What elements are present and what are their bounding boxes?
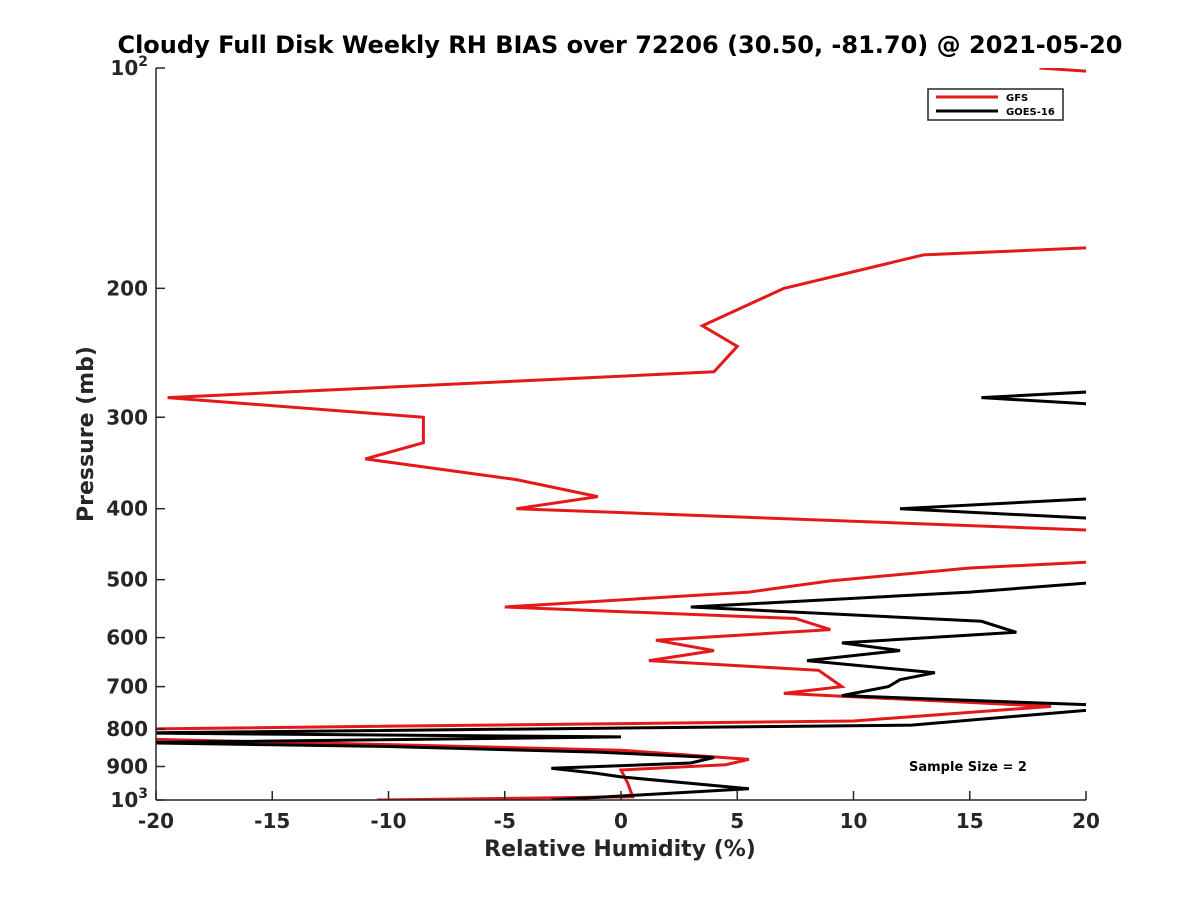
- legend-box: [927, 88, 1064, 121]
- x-tick-label: -15: [254, 809, 290, 833]
- y-tick-label: 900: [106, 755, 148, 779]
- x-tick-label: -5: [494, 809, 516, 833]
- y-tick-label: 700: [106, 675, 148, 699]
- series-line-gfs: [156, 68, 1086, 800]
- axes: -20 -15 -10 -5 0 5 10 15 20 102 200 300 400 500 600 700…: [106, 54, 1100, 833]
- y-tick-label: 200: [106, 276, 148, 300]
- y-tick-label: 500: [106, 568, 148, 592]
- y-axis-label: Pressure (mb): [74, 346, 99, 522]
- series-line-goes-16: [156, 390, 1086, 800]
- x-tick-label: -10: [370, 809, 406, 833]
- series-layer: [156, 68, 1086, 800]
- y-tick-label: 103: [110, 786, 148, 812]
- x-tick-label: 20: [1072, 809, 1100, 833]
- x-tick-label: 0: [614, 809, 628, 833]
- x-tick-label: -20: [138, 809, 174, 833]
- x-axis-label: Relative Humidity (%): [484, 837, 756, 862]
- legend-label-goes-16: GOES-16: [1006, 107, 1055, 118]
- y-tick-label: 800: [106, 717, 148, 741]
- x-tick-label: 15: [956, 809, 984, 833]
- y-tick-label: 600: [106, 626, 148, 650]
- x-tick-label: 5: [730, 809, 744, 833]
- legend: GFS GOES-16: [927, 88, 1064, 121]
- legend-label-gfs: GFS: [1006, 93, 1028, 104]
- x-tick-label: 10: [840, 809, 868, 833]
- y-tick-label: 102: [110, 54, 148, 80]
- y-tick-label: 400: [106, 497, 148, 521]
- sample-size-annotation: Sample Size = 2: [909, 760, 1027, 775]
- y-tick-label: 300: [106, 405, 148, 429]
- chart-title: Cloudy Full Disk Weekly RH BIAS over 722…: [117, 31, 1122, 59]
